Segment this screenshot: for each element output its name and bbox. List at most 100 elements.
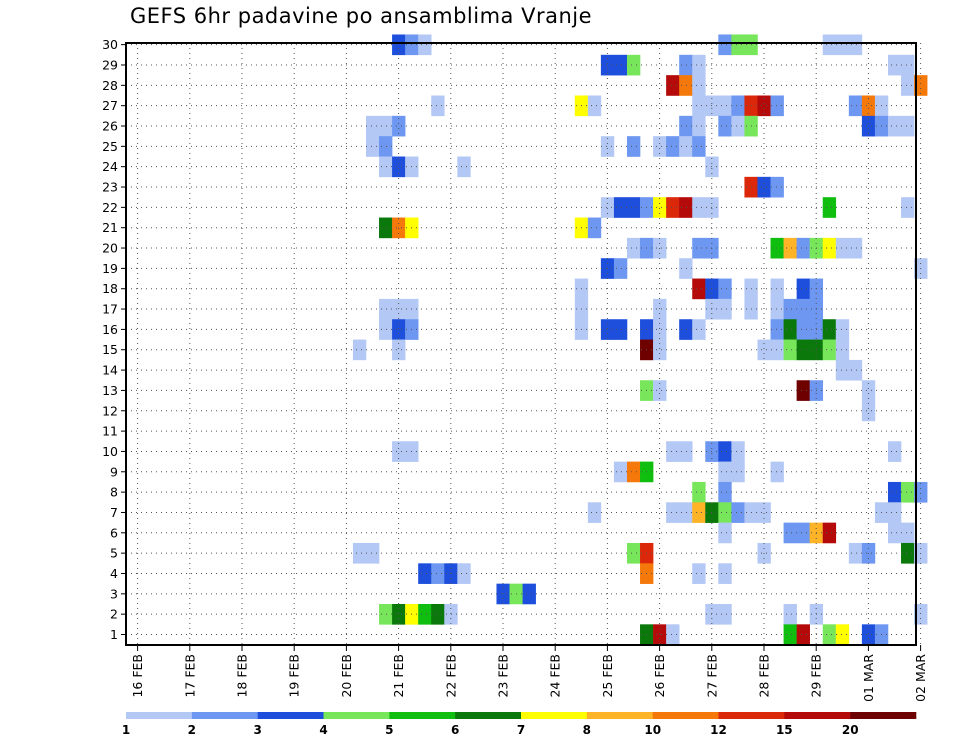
legend-swatch xyxy=(455,712,522,719)
heatmap-cell xyxy=(901,115,915,137)
heatmap-cell xyxy=(679,197,693,218)
x-tick-label: 25 FEB xyxy=(600,654,615,698)
heatmap-cell xyxy=(365,115,380,137)
y-tick-label: 22 xyxy=(102,200,118,215)
legend-label: 5 xyxy=(385,723,393,737)
y-tick-label: 14 xyxy=(102,363,118,378)
x-tick-label: 24 FEB xyxy=(548,654,563,698)
y-tick-label: 10 xyxy=(102,444,118,459)
heatmap-cell xyxy=(901,54,915,76)
legend-swatch xyxy=(323,712,390,719)
heatmap-cell xyxy=(692,54,706,76)
heatmap-cell xyxy=(626,197,641,218)
heatmap-cell xyxy=(692,75,706,96)
heatmap-cell xyxy=(379,319,393,340)
heatmap-cell xyxy=(848,542,863,564)
y-tick-label: 5 xyxy=(110,546,118,561)
heatmap-cell xyxy=(392,298,406,320)
heatmap-cell xyxy=(431,603,445,625)
heatmap-cell xyxy=(783,522,797,544)
y-tick-label: 16 xyxy=(102,322,118,337)
heatmap-cell xyxy=(901,481,915,503)
heatmap-cell xyxy=(796,380,810,401)
heatmap-cell xyxy=(887,522,902,544)
heatmap-cell xyxy=(718,603,732,625)
heatmap-cell xyxy=(679,75,693,96)
legend-label: 7 xyxy=(517,723,525,737)
y-tick-label: 4 xyxy=(110,566,118,581)
heatmap-cell xyxy=(770,176,784,198)
heatmap-cell xyxy=(848,359,863,381)
y-tick-label: 26 xyxy=(102,119,118,134)
legend-label: 1 xyxy=(122,723,130,737)
heatmap-cell xyxy=(718,563,732,584)
legend-label: 20 xyxy=(842,723,859,737)
y-tick-label: 27 xyxy=(102,98,118,113)
heatmap-cell xyxy=(613,258,628,279)
heatmap-cell xyxy=(653,197,667,218)
heatmap-cell xyxy=(861,624,876,645)
y-tick-label: 6 xyxy=(110,525,118,540)
legend-swatch xyxy=(586,712,653,719)
heatmap-cell xyxy=(887,502,902,523)
y-tick-label: 7 xyxy=(110,505,118,520)
heatmap-cell xyxy=(418,563,432,584)
y-tick-label: 29 xyxy=(102,57,118,72)
heatmap-cell xyxy=(379,156,393,178)
heatmap-cell xyxy=(796,522,810,544)
heatmap-cell xyxy=(653,298,667,320)
heatmap-cell xyxy=(600,54,615,76)
heatmap-cell xyxy=(587,95,602,117)
heatmap-cell xyxy=(613,319,628,340)
heatmap-cell xyxy=(901,197,915,218)
heatmap-cell xyxy=(835,339,850,361)
x-tick-label: 21 FEB xyxy=(391,654,406,698)
legend-label: 12 xyxy=(710,723,727,737)
heatmap-cell xyxy=(653,339,667,361)
heatmap-cell xyxy=(822,319,837,340)
grid-lines xyxy=(126,43,922,645)
legend-swatch xyxy=(389,712,456,719)
heatmap-cell xyxy=(718,95,732,117)
heatmap-cell xyxy=(718,481,732,503)
heatmap-cell xyxy=(653,319,667,340)
x-tick-label: 18 FEB xyxy=(235,654,250,698)
heatmap-cell xyxy=(679,115,693,137)
legend-swatch xyxy=(652,712,719,719)
legend-swatch xyxy=(718,712,785,719)
legend-swatch xyxy=(521,712,588,719)
heatmap-cell xyxy=(731,115,745,137)
heatmap-cell xyxy=(379,217,393,239)
heatmap-cell xyxy=(392,34,406,56)
heatmap-cell xyxy=(887,54,902,76)
heatmap-cell xyxy=(757,95,771,117)
heatmap-cell xyxy=(796,237,810,259)
y-axis: 1234567891011121314151617181920212223242… xyxy=(102,37,126,642)
heatmap-cell xyxy=(718,522,732,544)
heatmap-cell xyxy=(613,461,628,483)
heatmap-cell xyxy=(587,502,602,523)
heatmap-cell xyxy=(626,461,641,483)
heatmap-cell xyxy=(692,115,706,137)
heatmap-cell xyxy=(770,298,784,320)
heatmap-cell xyxy=(626,136,641,157)
heatmap-cell xyxy=(666,624,680,645)
heatmap-cell xyxy=(835,34,850,56)
heatmap-cell xyxy=(653,136,667,157)
heatmap-cell xyxy=(365,542,380,564)
legend-swatch xyxy=(191,712,258,719)
heatmap-cell xyxy=(822,197,837,218)
heatmap-cell xyxy=(692,278,706,300)
heatmap-cell xyxy=(822,624,837,645)
heatmap-cell xyxy=(600,319,615,340)
y-tick-label: 19 xyxy=(102,261,118,276)
legend-swatch xyxy=(850,712,917,719)
heatmap-cell xyxy=(770,319,784,340)
heatmap-cell xyxy=(392,156,406,178)
heatmap-cell xyxy=(848,34,863,56)
heatmap-cell xyxy=(600,136,615,157)
x-axis: 16 FEB 17 FEB 18 FEB 19 FEB 20 FEB 21 FEB 22 F… xyxy=(130,645,928,702)
heatmap-cell xyxy=(392,441,406,462)
heatmap-cell xyxy=(770,339,784,361)
